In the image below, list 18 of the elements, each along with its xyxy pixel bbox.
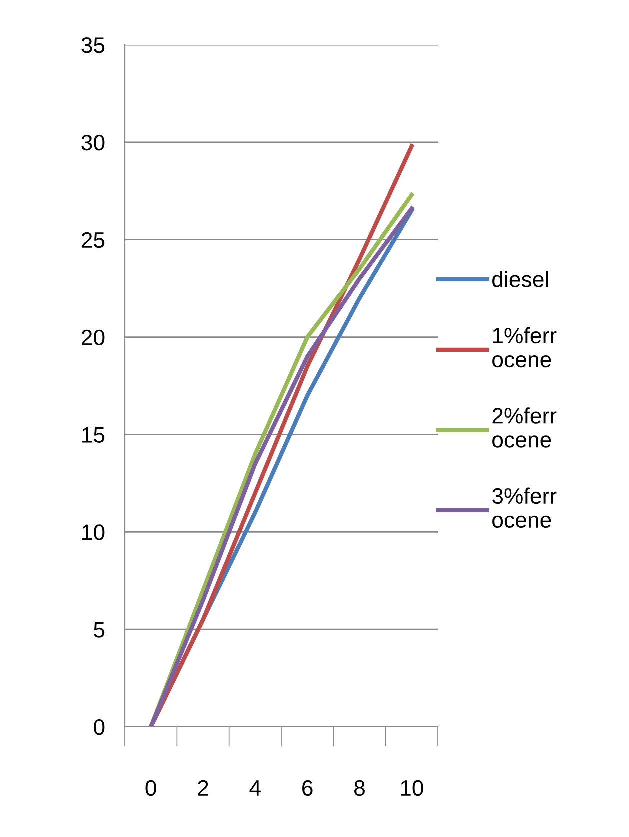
y-tick-label: 30: [82, 134, 105, 151]
legend-label: 3%ferr ocene: [492, 488, 557, 528]
x-tick-label: 4: [250, 780, 261, 796]
legend-label: 2%ferr ocene: [492, 408, 557, 448]
x-tick-label: 6: [302, 780, 313, 796]
legend-label: 1%ferr ocene: [492, 327, 557, 368]
y-tick-label: 0: [94, 720, 105, 736]
y-tick-label: 35: [82, 38, 105, 54]
y-tick-label: 5: [94, 622, 105, 638]
y-tick-label: 20: [82, 330, 105, 346]
x-tick-label: 0: [146, 780, 156, 796]
y-tick-label: 15: [82, 427, 105, 443]
x-tick-label: 2: [198, 780, 208, 796]
legend-label: diesel: [492, 271, 548, 288]
x-tick-label: 8: [354, 780, 365, 796]
x-tick-label: 10: [401, 780, 424, 796]
y-tick-label: 25: [82, 232, 105, 248]
y-tick-label: 10: [82, 524, 105, 540]
